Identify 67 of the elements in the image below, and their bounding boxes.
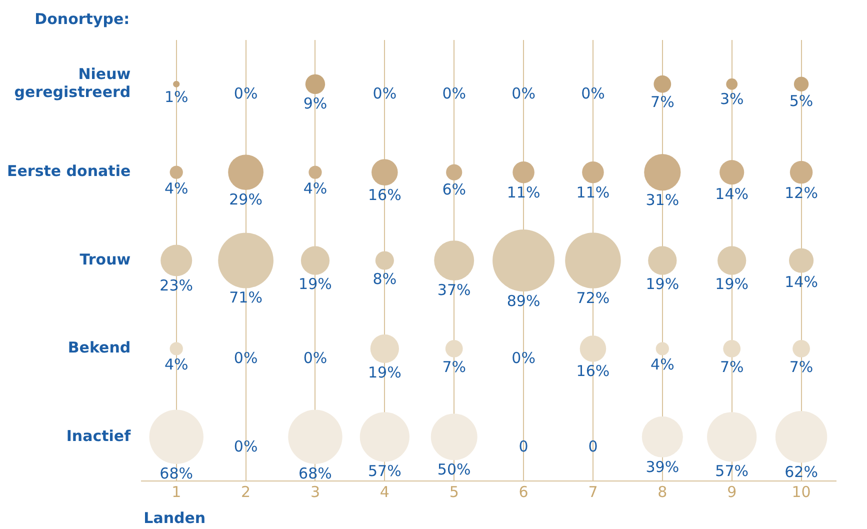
data-label: 23% xyxy=(160,276,194,295)
data-label: 4% xyxy=(164,179,188,198)
data-label: 68% xyxy=(160,464,194,482)
x-tick-label: 5 xyxy=(449,482,459,501)
x-tick-label: 7 xyxy=(588,482,598,501)
data-label: 7% xyxy=(789,358,814,376)
data-label: 8% xyxy=(372,270,397,288)
data-label: 19% xyxy=(715,275,749,294)
y-axis-title: Donortype: xyxy=(34,10,130,28)
y-tick-label: Trouw xyxy=(80,250,131,268)
x-tick-label: 8 xyxy=(658,482,668,501)
data-label: 89% xyxy=(506,292,540,310)
y-tick-label: Bekend xyxy=(68,338,131,357)
data-label: 6% xyxy=(442,180,466,199)
data-label: 68% xyxy=(298,464,332,482)
y-tick-label: Eerste donatie xyxy=(7,162,131,180)
data-label: 31% xyxy=(646,190,680,209)
data-label: 3% xyxy=(720,90,744,108)
data-label: 16% xyxy=(576,362,610,380)
x-tick-label: 10 xyxy=(792,482,811,501)
x-tick-label: 2 xyxy=(241,482,251,501)
text: 0% xyxy=(234,84,258,102)
text: 0% xyxy=(372,84,397,102)
x-tick-label: 4 xyxy=(380,482,390,501)
x-tick-label: 9 xyxy=(727,482,737,501)
data-label: 4% xyxy=(303,179,328,198)
data-label: 1% xyxy=(164,88,188,106)
y-tick-label: Nieuw geregistreerd xyxy=(14,64,131,101)
data-label: 19% xyxy=(368,363,402,382)
x-tick-label: 6 xyxy=(518,482,528,501)
x-axis-title: Landen xyxy=(144,508,206,527)
data-label: 72% xyxy=(576,288,610,307)
data-label: 4% xyxy=(650,356,674,374)
data-label: 7% xyxy=(442,358,466,376)
data-label: 29% xyxy=(229,190,262,208)
data-label: 14% xyxy=(715,184,749,203)
data-label: 11% xyxy=(506,184,540,202)
data-label: 5% xyxy=(789,92,814,110)
text: 0 xyxy=(518,437,528,456)
data-label: 14% xyxy=(784,273,818,292)
text: 0% xyxy=(303,349,328,368)
data-label: 16% xyxy=(368,186,402,204)
data-label: 12% xyxy=(784,184,818,202)
data-label: 71% xyxy=(229,288,262,307)
data-label: 57% xyxy=(715,462,749,480)
data-label: 57% xyxy=(368,462,402,480)
text: 0% xyxy=(512,84,536,102)
data-label: 37% xyxy=(437,280,471,299)
x-tick-label: 3 xyxy=(310,482,320,501)
text: 0% xyxy=(512,349,536,368)
text: 0% xyxy=(234,349,258,368)
text: 0% xyxy=(581,84,605,102)
data-label: 7% xyxy=(720,358,744,376)
data-label: 19% xyxy=(298,275,332,294)
data-label: 4% xyxy=(164,356,188,374)
data-label: 62% xyxy=(784,463,818,482)
data-label: 39% xyxy=(646,458,680,476)
data-label: 19% xyxy=(646,275,680,294)
text: 0% xyxy=(234,437,258,456)
data-label: 11% xyxy=(576,184,610,202)
y-tick-label: Inactief xyxy=(66,426,132,445)
text: 0% xyxy=(442,84,466,102)
x-tick-label: 1 xyxy=(172,482,182,501)
text: 0 xyxy=(588,437,598,456)
data-label: 7% xyxy=(650,93,674,112)
data-label: 50% xyxy=(437,460,471,479)
data-label: 9% xyxy=(303,94,328,112)
